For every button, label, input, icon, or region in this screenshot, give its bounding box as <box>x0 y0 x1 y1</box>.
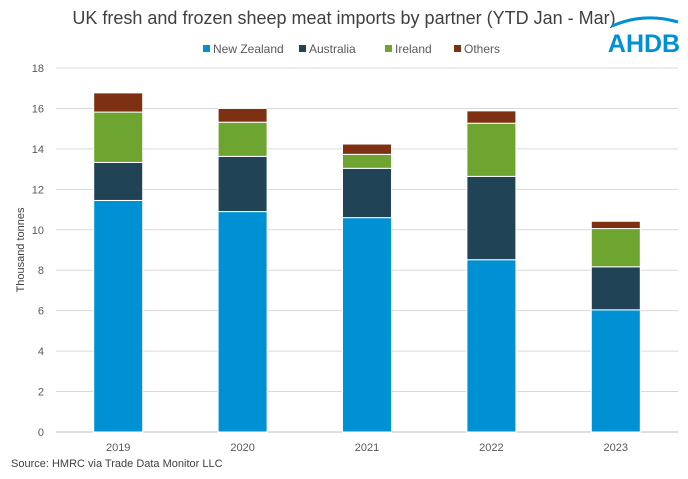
legend-label: Others <box>464 42 500 56</box>
y-tick-label: 8 <box>38 265 44 277</box>
bar-segment-ireland <box>342 153 392 169</box>
bar-segment-new-zealand <box>217 211 268 433</box>
legend-label: Australia <box>309 42 356 56</box>
y-tick-label: 6 <box>38 306 44 318</box>
legend-label: Ireland <box>395 42 432 56</box>
bar-segment-others <box>342 143 392 155</box>
y-tick-label: 2 <box>38 387 44 399</box>
y-tick-label: 0 <box>38 427 44 439</box>
bar-segment-ireland <box>590 228 641 268</box>
bar-segment-australia <box>590 266 641 311</box>
y-tick-label: 18 <box>32 63 44 75</box>
svg-text:AHDB: AHDB <box>608 30 680 58</box>
x-tick-label: 2022 <box>479 442 503 454</box>
bar-segment-others <box>93 92 144 113</box>
bar-segment-others <box>590 220 641 230</box>
y-tick-label: 12 <box>32 184 44 196</box>
legend-swatch <box>454 45 461 52</box>
bar-segment-new-zealand <box>466 259 517 433</box>
y-axis-label: Thousand tonnes <box>15 207 27 293</box>
y-tick-label: 16 <box>32 103 44 115</box>
y-tick-label: 10 <box>32 225 44 237</box>
bar-segment-new-zealand <box>93 199 144 433</box>
ahdb-logo: AHDB <box>608 16 680 58</box>
y-tick-label: 4 <box>38 346 44 358</box>
bar-segment-ireland <box>93 111 144 163</box>
source-note: Source: HMRC via Trade Data Monitor LLC <box>11 458 223 470</box>
bar-segment-others <box>466 110 517 124</box>
bar-segment-australia <box>466 175 517 261</box>
x-tick-label: 2020 <box>230 442 254 454</box>
bar-segment-others <box>217 107 268 123</box>
legend-swatch <box>203 45 210 52</box>
bar-segment-ireland <box>217 121 268 157</box>
x-tick-label: 2023 <box>604 442 628 454</box>
legend-label: New Zealand <box>213 42 284 56</box>
x-tick-label: 2019 <box>106 442 130 454</box>
chart-title: UK fresh and frozen sheep meat imports b… <box>72 8 616 28</box>
bar-segment-australia <box>93 161 144 201</box>
bar-segment-ireland <box>466 122 517 177</box>
legend-swatch <box>385 45 392 52</box>
bar-segment-new-zealand <box>342 217 392 433</box>
bar-segment-new-zealand <box>590 309 641 433</box>
bar-segment-australia <box>217 155 268 213</box>
x-tick-label: 2021 <box>355 442 379 454</box>
y-tick-label: 14 <box>32 144 44 156</box>
bar-segment-australia <box>342 167 392 219</box>
legend-swatch <box>299 45 306 52</box>
